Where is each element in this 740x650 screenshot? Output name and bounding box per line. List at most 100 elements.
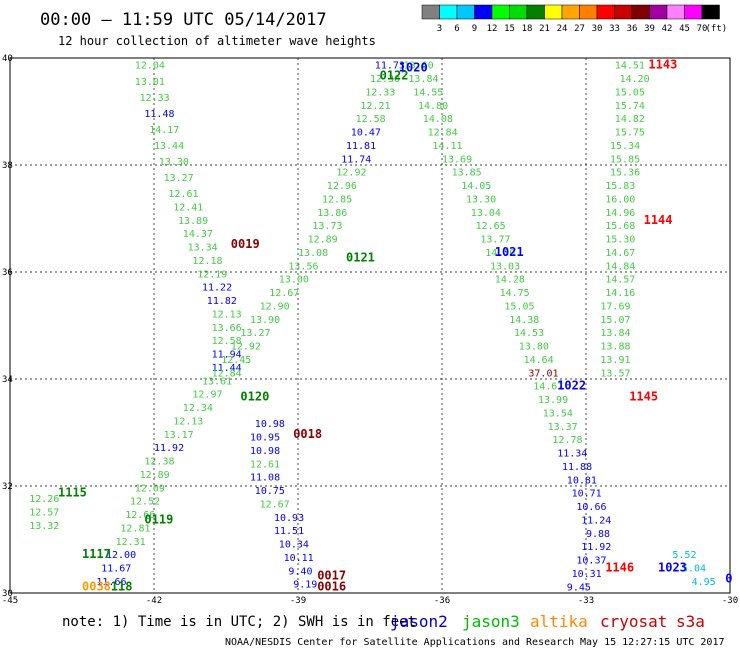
pass-time-label: 1021 xyxy=(495,245,524,259)
x-tick-label: -45 xyxy=(2,596,18,606)
swh-value: 12.67 xyxy=(269,288,299,299)
colorbar-swatch xyxy=(544,4,563,20)
colorbar-swatch xyxy=(491,4,510,20)
pass-time-label: 1022 xyxy=(557,379,586,393)
swh-value: 12.90 xyxy=(260,301,290,312)
pass-time-label: 0 xyxy=(725,571,732,585)
swh-value: 15.83 xyxy=(605,181,635,192)
colorbar-label: 42 xyxy=(662,24,673,34)
swh-value: 12.61 xyxy=(168,189,198,200)
swh-value: 9.40 xyxy=(288,566,312,577)
swh-value: 13.91 xyxy=(600,355,630,366)
swh-value: 12.19 xyxy=(197,269,227,280)
colorbar-label: 45 xyxy=(679,24,690,34)
swh-value: 13.73 xyxy=(312,221,342,232)
swh-value: 11.34 xyxy=(557,449,587,460)
swh-value: 15.85 xyxy=(610,154,640,165)
footer-note: note: 1) Time is in UTC; 2) SWH is in fe… xyxy=(62,614,416,630)
swh-value: 13.66 xyxy=(212,323,242,334)
swh-value: 5.04 xyxy=(682,564,706,575)
colorbar-swatch xyxy=(631,4,650,20)
axis-ticks: -45 -42 -39 -36 -33 -30 30 32 34 36 38 40 xyxy=(2,54,738,606)
chart-title: 00:00 – 11:59 UTC 05/14/2017 xyxy=(40,10,327,30)
x-tick-label: -36 xyxy=(434,596,450,606)
y-tick-label: 32 xyxy=(2,482,13,492)
swh-value: 14.08 xyxy=(423,114,453,125)
swh-value: 12.84 xyxy=(212,368,242,379)
swh-value: 10.47 xyxy=(351,128,381,139)
swh-value: 12.18 xyxy=(192,256,222,267)
swh-value: 13.84 xyxy=(408,74,438,85)
swh-value: 14.96 xyxy=(605,208,635,219)
colorbar-label: 6 xyxy=(454,24,459,34)
swh-value: 11.67 xyxy=(101,564,131,575)
pass-time-label: 118 xyxy=(111,579,133,593)
swh-value: 15.36 xyxy=(610,168,640,179)
pass-time-label: 1144 xyxy=(644,213,673,227)
swh-value: 14.75 xyxy=(500,288,530,299)
swh-value: 13.34 xyxy=(188,243,218,254)
swh-value: 12.66 xyxy=(125,510,155,521)
swh-value: 14.80 xyxy=(418,101,448,112)
swh-value: 10.71 xyxy=(572,489,602,500)
y-tick-label: 34 xyxy=(2,375,13,385)
colorbar-label: 39 xyxy=(644,24,655,34)
swh-value: 11.81 xyxy=(346,141,376,152)
swh-value: 13.27 xyxy=(164,173,194,184)
swh-value: 14.55 xyxy=(413,87,443,98)
swh-value: 14.05 xyxy=(461,181,491,192)
colorbar-label: 70 xyxy=(697,24,708,34)
swh-value: 12.61 xyxy=(250,459,280,470)
swh-value: 12.30 xyxy=(370,74,400,85)
legend-item-jason2: jason2 xyxy=(390,612,448,631)
swh-value: 12.45 xyxy=(221,355,251,366)
swh-value: 13.84 xyxy=(600,328,630,339)
colorbar-label: 15 xyxy=(504,24,515,34)
colorbar-label: 27 xyxy=(574,24,585,34)
swh-value: 13.61 xyxy=(202,376,232,387)
swh-value: 15.74 xyxy=(615,101,645,112)
swh-value: 10.75 xyxy=(255,486,285,497)
swh-value: 13.44 xyxy=(154,141,184,152)
swh-value: 13.99 xyxy=(538,395,568,406)
colorbar-swatch xyxy=(526,4,545,20)
swh-value: 12.00 xyxy=(106,550,136,561)
swh-value: 12.34 xyxy=(183,403,213,414)
swh-value: 13.03 xyxy=(490,261,520,272)
data-labels: 12.04 13.01 12.33 11.48 14.17 13.44 13.30 13.27… xyxy=(29,58,732,594)
y-tick-label: 40 xyxy=(2,54,13,64)
legend: jason2 jason3 altika cryosat s3a xyxy=(390,612,705,631)
colorbar-label: 18 xyxy=(522,24,533,34)
swh-value: 11.94 xyxy=(212,350,242,361)
swh-value: 11.92 xyxy=(154,443,184,454)
swh-value: 13.04 xyxy=(471,208,501,219)
swh-value: 12.67 xyxy=(260,499,290,510)
colorbar-swatch xyxy=(596,4,615,20)
swh-value: 13.27 xyxy=(240,328,270,339)
swh-value: 14.17 xyxy=(149,125,179,136)
swh-value: 15.05 xyxy=(504,301,534,312)
swh-value: 12.84 xyxy=(428,128,458,139)
colorbar-swatch xyxy=(684,4,703,20)
colorbar-label: 36 xyxy=(627,24,638,34)
colorbar-swatch xyxy=(701,4,720,20)
swh-value: 12.13 xyxy=(173,416,203,427)
swh-value: 12.09 xyxy=(135,483,165,494)
pass-time-label: 0038 xyxy=(82,579,111,593)
chart-subtitle: 12 hour collection of altimeter wave hei… xyxy=(58,34,376,48)
colorbar-label: 21 xyxy=(539,24,550,34)
pass-time-label: 1146 xyxy=(605,561,634,575)
swh-value: 11.73 xyxy=(375,61,405,72)
swh-value: 12.13 xyxy=(212,309,242,320)
plot-frame xyxy=(9,57,731,594)
legend-item-cryosat: cryosat xyxy=(600,612,667,631)
grid xyxy=(10,58,730,593)
swh-value: 14.67 xyxy=(605,248,635,259)
swh-value: 14.11 xyxy=(432,141,462,152)
swh-value: 11.66 xyxy=(96,577,126,588)
swh-value: 12.85 xyxy=(322,194,352,205)
y-tick-label: 36 xyxy=(2,268,13,278)
swh-value: 11.74 xyxy=(341,154,371,165)
swh-value: 9.45 xyxy=(567,582,591,593)
